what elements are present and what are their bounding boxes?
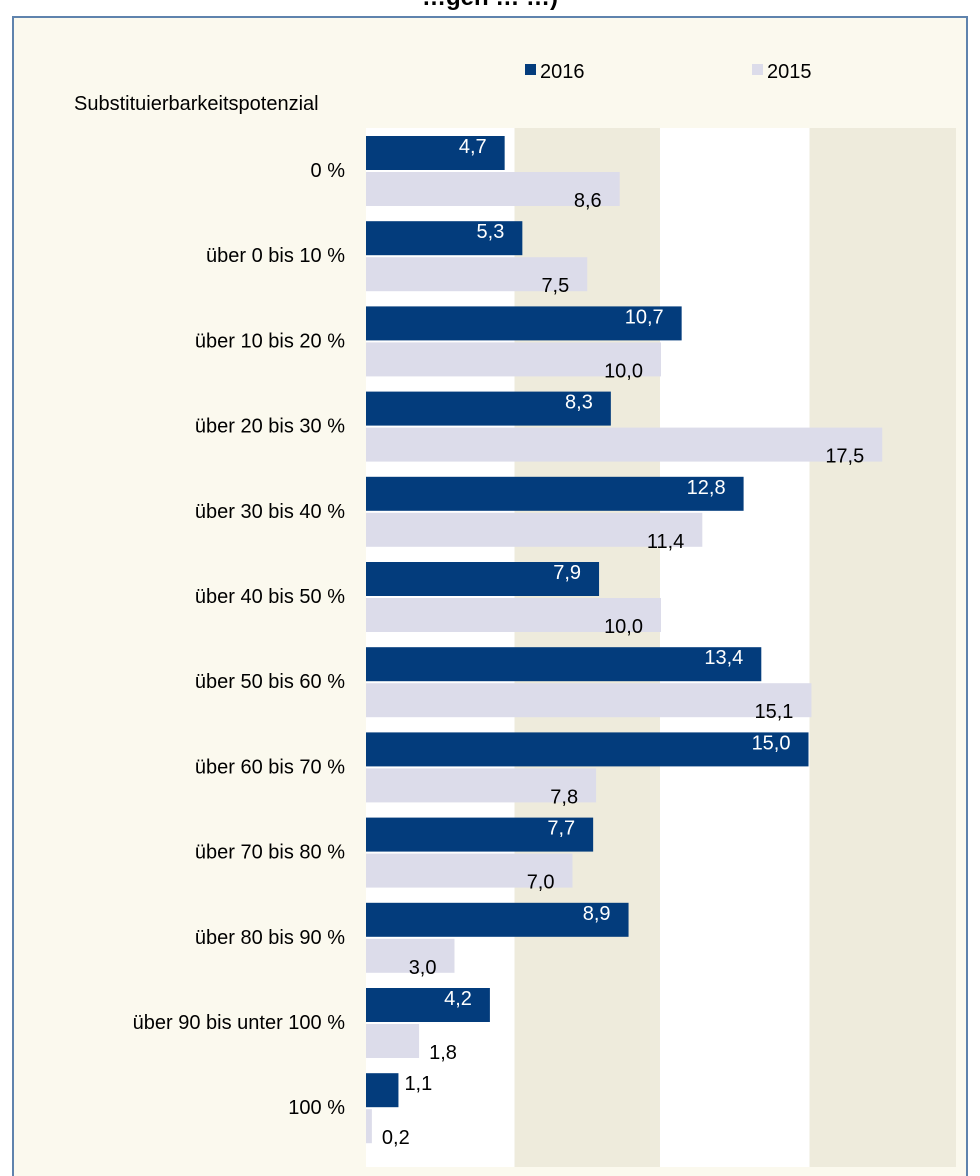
bar-2016-6	[366, 647, 762, 682]
bar-2015-0	[366, 172, 620, 206]
bar-2016-3	[366, 391, 611, 426]
category-label: über 20 bis 30 %	[195, 416, 345, 438]
bar-2015-2	[366, 342, 661, 377]
data-label: 10,0	[604, 360, 643, 382]
bar-2015-11	[366, 1109, 372, 1144]
data-label: 0,2	[382, 1127, 410, 1149]
bar-2016-0	[366, 136, 505, 170]
bar-2016-1	[366, 221, 523, 256]
category-label: über 30 bis 40 %	[195, 501, 345, 523]
data-label: 1,8	[429, 1042, 457, 1064]
data-label: 7,5	[541, 275, 569, 297]
data-label: 4,7	[459, 136, 487, 158]
category-label: über 10 bis 20 %	[195, 330, 345, 352]
category-label: über 90 bis unter 100 %	[133, 1012, 346, 1034]
bar-2016-8	[366, 817, 594, 852]
data-label: 15,1	[755, 701, 794, 723]
data-label: 1,1	[404, 1073, 432, 1095]
category-label: 0 %	[311, 160, 346, 182]
data-label: 5,3	[477, 221, 505, 243]
bar-2016-11	[366, 1073, 399, 1108]
data-label: 7,7	[547, 818, 575, 840]
data-label: 7,9	[553, 562, 581, 584]
bar-2016-4	[366, 476, 744, 511]
bar-2015-7	[366, 768, 597, 803]
bar-2015-1	[366, 257, 588, 292]
category-axis-title: Substituierbarkeitspotenzial	[74, 93, 319, 115]
data-label: 15,0	[752, 732, 791, 754]
data-label: 3,0	[409, 957, 437, 979]
data-label: 8,9	[583, 903, 611, 925]
data-label: 11,4	[647, 531, 684, 553]
category-label: über 40 bis 50 %	[195, 586, 345, 608]
category-label: über 70 bis 80 %	[195, 842, 345, 864]
data-label: 4,2	[444, 988, 472, 1010]
category-label: über 50 bis 60 %	[195, 671, 345, 693]
data-label: 13,4	[704, 647, 743, 669]
bar-2016-5	[366, 562, 600, 596]
category-label: über 80 bis 90 %	[195, 927, 345, 949]
legend-label: 2015	[767, 61, 812, 83]
bar-2016-10	[366, 988, 490, 1022]
data-label: 12,8	[687, 477, 726, 499]
bar-2015-6	[366, 683, 812, 718]
bar-2015-10	[366, 1024, 420, 1058]
bar-2016-7	[366, 732, 809, 767]
data-label: 17,5	[825, 446, 864, 468]
plot-band	[808, 128, 956, 1167]
data-label: 8,6	[574, 190, 602, 212]
category-label: über 0 bis 10 %	[206, 245, 345, 267]
data-label: 7,8	[550, 786, 578, 808]
chart-title: …gen … …)	[0, 0, 980, 12]
bar-2015-9	[366, 938, 455, 973]
bar-2016-9	[366, 902, 629, 937]
legend-label: 2016	[540, 61, 585, 83]
legend-swatch	[752, 64, 763, 75]
category-label: über 60 bis 70 %	[195, 756, 345, 778]
category-label: 100 %	[288, 1097, 345, 1119]
bar-2015-8	[366, 853, 573, 888]
data-label: 10,7	[625, 306, 664, 328]
bar-2016-2	[366, 306, 682, 341]
data-label: 10,0	[604, 616, 643, 638]
bar-2015-5	[366, 598, 661, 632]
data-label: 8,3	[565, 392, 593, 414]
bar-2015-4	[366, 512, 703, 547]
legend-swatch	[525, 64, 536, 75]
bar-2015-3	[366, 427, 883, 462]
data-label: 7,0	[527, 872, 555, 894]
